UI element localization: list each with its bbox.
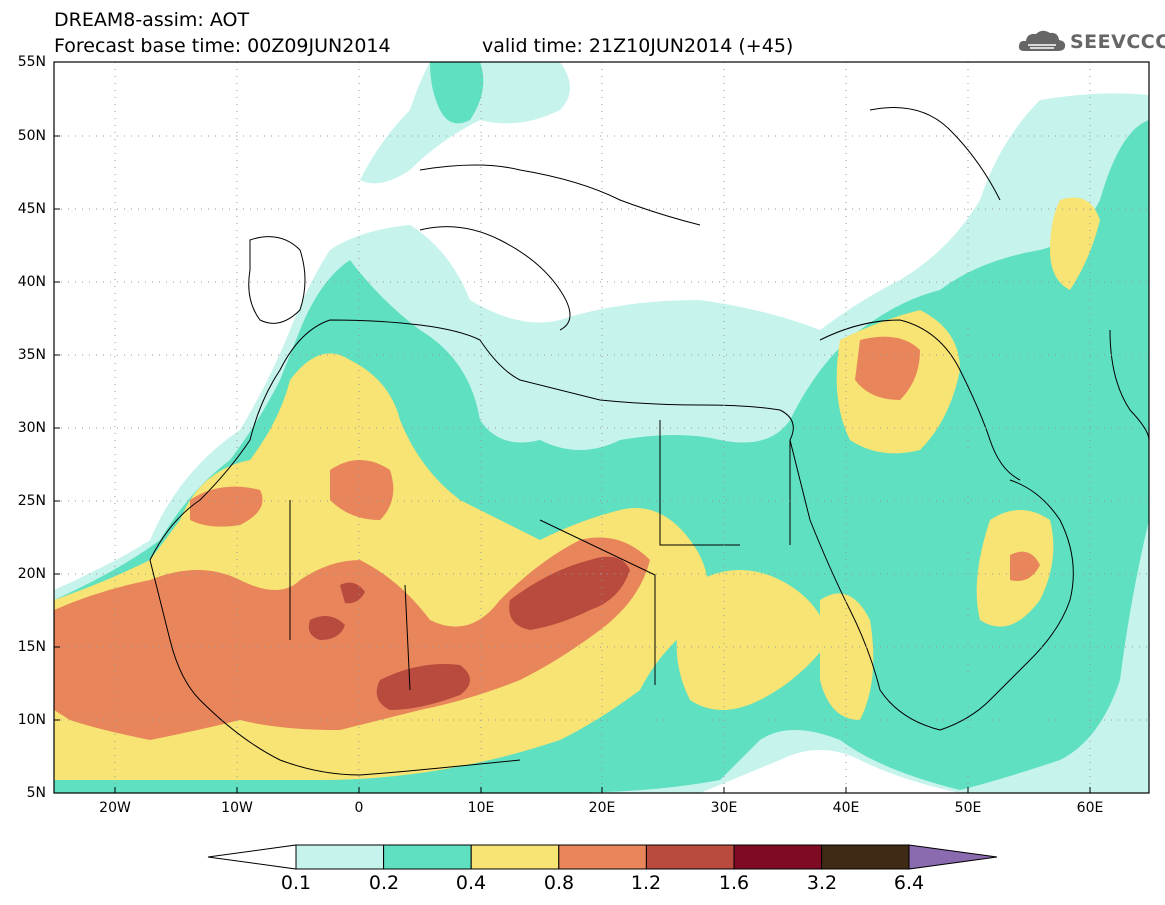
lat-label: 50N (17, 128, 46, 144)
lon-label: 10W (221, 800, 253, 816)
colorbar-label: 6.4 (893, 872, 925, 894)
lon-label: 20E (588, 800, 616, 816)
lat-label: 20N (17, 566, 46, 582)
colorbar-label: 1.2 (630, 872, 662, 894)
lon-label: 0 (354, 800, 364, 816)
lon-label: 10E (467, 800, 495, 816)
colorbar-label: 0.2 (368, 872, 400, 894)
lon-label: 30E (710, 800, 738, 816)
map-title: DREAM8-assim: AOT (54, 9, 250, 31)
colorbar-label: 0.1 (280, 872, 312, 894)
valid-time: valid time: 21Z10JUN2014 (+45) (482, 35, 794, 57)
logo-text: SEEVCCC (1070, 31, 1165, 53)
lat-label: 30N (17, 420, 46, 436)
coastlines (149, 107, 1149, 776)
aot-field (54, 62, 1149, 793)
lat-label: 15N (17, 639, 46, 655)
lon-label: 50E (954, 800, 982, 816)
lat-label: 35N (17, 347, 46, 363)
lat-label: 5N (26, 785, 46, 801)
lat-label: 10N (17, 712, 46, 728)
lat-label: 25N (17, 493, 46, 509)
lat-label: 55N (17, 54, 46, 70)
lat-label: 40N (17, 274, 46, 290)
aot-level-0-8 (54, 336, 1040, 740)
lat-label: 45N (17, 201, 46, 217)
lon-label: 20W (99, 800, 131, 816)
cloud-logo-icon (1018, 30, 1066, 51)
forecast-base-time: Forecast base time: 00Z09JUN2014 (54, 35, 391, 57)
lon-label: 60E (1076, 800, 1104, 816)
colorbar-label: 3.2 (806, 872, 838, 894)
lon-label: 40E (832, 800, 860, 816)
colorbar-label: 0.4 (455, 872, 487, 894)
colorbar-label: 0.8 (543, 872, 575, 894)
colorbar-label: 1.6 (718, 872, 750, 894)
